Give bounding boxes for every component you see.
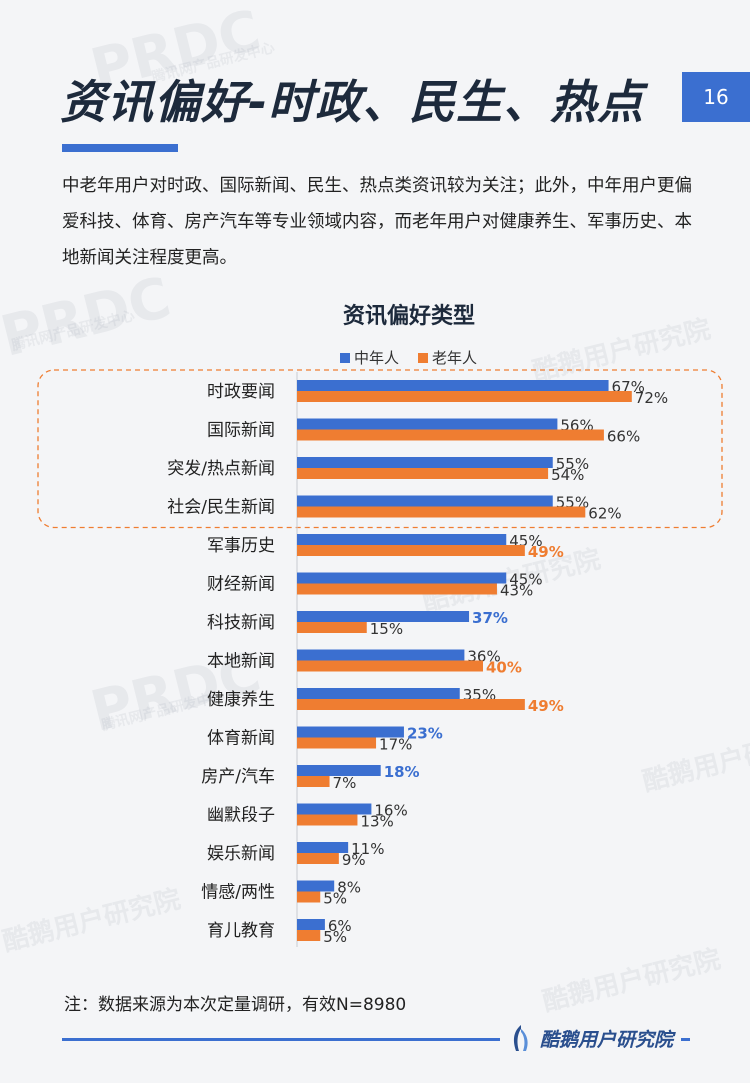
footnote: 注：数据来源为本次定量调研，有效N=8980 — [64, 995, 407, 1015]
category-label: 情感/两性 — [201, 883, 275, 903]
bar-middle-aged — [297, 495, 553, 507]
category-label: 房产/汽车 — [201, 767, 275, 787]
brand-name: 酷鹅用户研究院 — [540, 1028, 674, 1051]
bar-elderly — [297, 545, 525, 556]
bar-middle-aged — [297, 803, 372, 815]
data-label-elderly: 49% — [528, 543, 564, 561]
data-label-elderly: 49% — [528, 697, 564, 715]
legend-label-0: 中年人 — [354, 349, 399, 367]
bar-middle-aged — [297, 880, 335, 892]
bar-elderly — [297, 853, 339, 864]
page-number: 16 — [682, 72, 750, 122]
category-label: 幽默段子 — [207, 806, 275, 826]
bar-middle-aged — [297, 534, 507, 545]
data-label-middle-aged: 11% — [351, 840, 384, 858]
legend-label-1: 老年人 — [432, 349, 477, 367]
data-label-middle-aged: 18% — [384, 763, 420, 781]
data-label-elderly: 54% — [551, 466, 584, 484]
category-label: 军事历史 — [207, 536, 275, 556]
category-label: 育儿教育 — [207, 921, 275, 941]
bar-middle-aged — [297, 572, 507, 584]
bar-middle-aged — [297, 457, 553, 468]
brand-logo-icon — [513, 1025, 528, 1051]
category-label: 时政要闻 — [207, 382, 275, 402]
bar-elderly — [297, 391, 632, 402]
data-label-middle-aged: 23% — [407, 725, 443, 743]
legend-swatch-0 — [340, 353, 350, 363]
data-label-elderly: 43% — [500, 582, 533, 600]
bar-middle-aged — [297, 649, 465, 661]
bar-elderly — [297, 622, 367, 633]
category-label: 国际新闻 — [207, 421, 275, 441]
data-label-elderly: 40% — [486, 659, 522, 677]
bar-elderly — [297, 776, 330, 787]
data-label-middle-aged: 16% — [374, 802, 407, 820]
data-label-elderly: 13% — [360, 813, 393, 831]
bar-elderly — [297, 429, 604, 441]
bar-middle-aged — [297, 688, 460, 699]
bar-elderly — [297, 930, 321, 941]
bar-elderly — [297, 737, 377, 749]
category-label: 体育新闻 — [207, 729, 275, 749]
bar-elderly — [297, 583, 497, 595]
page-title: 资讯偏好-时政、民生、热点 — [60, 75, 645, 129]
bar-elderly — [297, 699, 525, 710]
bar-elderly — [297, 468, 549, 479]
data-label-elderly: 7% — [333, 774, 357, 792]
data-label-elderly: 66% — [607, 428, 640, 446]
category-label: 健康养生 — [207, 690, 275, 710]
bar-middle-aged — [297, 765, 381, 776]
bar-middle-aged — [297, 418, 558, 430]
bar-middle-aged — [297, 842, 349, 853]
legend-swatch-1 — [418, 353, 428, 363]
data-label-middle-aged: 37% — [472, 609, 508, 627]
bar-elderly — [297, 891, 321, 903]
bar-middle-aged — [297, 611, 470, 622]
bar-elderly — [297, 814, 358, 826]
data-label-middle-aged: 45% — [509, 571, 542, 589]
data-label-middle-aged: 8% — [337, 879, 361, 897]
category-label: 财经新闻 — [207, 575, 275, 595]
footer-rule — [62, 1038, 690, 1041]
data-label-elderly: 9% — [342, 851, 366, 869]
category-label: 娱乐新闻 — [207, 844, 275, 864]
bar-middle-aged — [297, 726, 404, 738]
data-label-elderly: 5% — [323, 890, 347, 908]
bar-middle-aged — [297, 919, 325, 930]
category-label: 社会/民生新闻 — [167, 498, 275, 518]
data-label-elderly: 72% — [635, 389, 668, 407]
bar-elderly — [297, 660, 483, 672]
data-label-elderly: 15% — [370, 620, 403, 638]
data-label-middle-aged: 6% — [328, 917, 352, 935]
data-label-elderly: 62% — [588, 505, 621, 523]
category-label: 科技新闻 — [207, 613, 275, 633]
bar-elderly — [297, 506, 586, 518]
chart-title: 资讯偏好类型 — [342, 304, 475, 329]
footer-brand: 酷鹅用户研究院 — [500, 1018, 682, 1058]
category-label: 本地新闻 — [207, 652, 275, 672]
title-underline — [62, 144, 178, 152]
data-label-middle-aged: 55% — [556, 455, 589, 473]
data-label-elderly: 5% — [323, 928, 347, 946]
bar-middle-aged — [297, 380, 609, 391]
data-label-elderly: 17% — [379, 736, 412, 754]
highlight-box — [37, 369, 723, 529]
intro-paragraph: 中老年用户对时政、国际新闻、民生、热点类资讯较为关注；此外，中年用户更偏爱科技、… — [62, 176, 692, 268]
category-label: 突发/热点新闻 — [167, 459, 275, 479]
